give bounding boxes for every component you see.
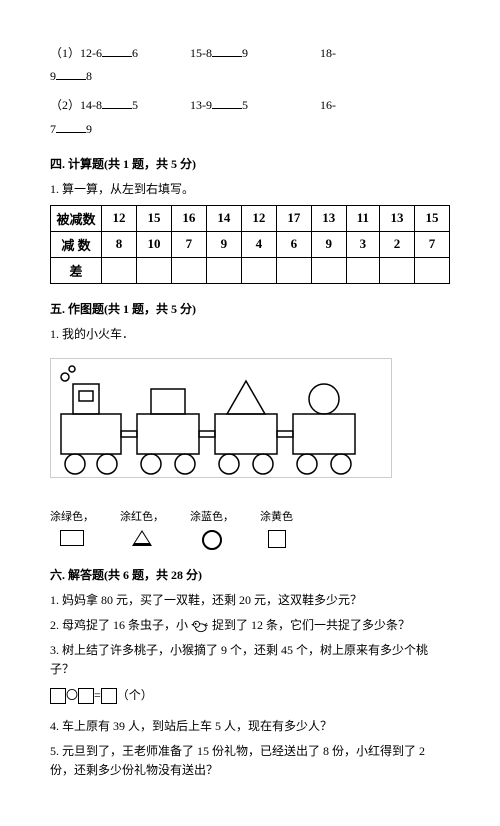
cell: 16 — [171, 205, 206, 231]
legend-label: 涂黄色 — [260, 508, 293, 524]
cell: 17 — [276, 205, 311, 231]
blank[interactable] — [212, 96, 242, 109]
fill-row-1: （1）12-6 6 15-8 9 18- — [50, 44, 450, 63]
q5: 5. 元旦到了，王老师准备了 15 份礼物，已经送出了 8 份，小红得到了 2 … — [50, 742, 450, 780]
blank[interactable] — [212, 44, 242, 57]
cell: 3 — [346, 231, 379, 257]
cell[interactable] — [276, 257, 311, 283]
p1c-post: 8 — [86, 69, 92, 83]
cell[interactable] — [136, 257, 171, 283]
cell: 9 — [206, 231, 241, 257]
q2: 2. 母鸡捉了 16 条虫子，小 捉到了 12 条，它们一共捉了多少条？ — [50, 616, 450, 635]
box-icon[interactable] — [101, 688, 117, 704]
calc-table: 被减数 12 15 16 14 12 17 13 11 13 15 减 数 8 … — [50, 205, 450, 284]
cell: 10 — [136, 231, 171, 257]
cell[interactable] — [206, 257, 241, 283]
cell[interactable] — [380, 257, 415, 283]
cell: 2 — [380, 231, 415, 257]
fill-row-2: （2）14-8 5 13-9 5 16- — [50, 96, 450, 115]
cell: 12 — [102, 205, 137, 231]
section4-item1: 1. 算一算，从左到右填写。 — [50, 180, 450, 197]
q1: 1. 妈妈拿 80 元，买了一双鞋，还剩 20 元，这双鞋多少元？ — [50, 591, 450, 610]
section6-header: 六. 解答题(共 6 题，共 28 分) — [50, 566, 450, 583]
box-icon[interactable] — [78, 688, 94, 704]
cell[interactable] — [171, 257, 206, 283]
p2b-post: 5 — [242, 98, 248, 112]
q2b: 捉到了 12 条，它们一共捉了多少条？ — [212, 618, 410, 632]
legend-label: 涂绿色， — [50, 508, 94, 524]
p1b-pre: 15-8 — [190, 46, 212, 60]
legend-green: 涂绿色， — [50, 508, 94, 546]
fill-row-2b: 79 — [50, 120, 450, 139]
q3: 3. 树上结了许多桃子，小猴摘了 9 个，还剩 45 个，树上原来有多少个桃子？ — [50, 641, 450, 679]
p1a-post: 6 — [132, 46, 138, 60]
shape-legend: 涂绿色， 涂红色， 涂蓝色， 涂黄色 — [50, 508, 450, 550]
section5-header: 五. 作图题(共 1 题，共 5 分) — [50, 300, 450, 317]
p2a-post: 5 — [132, 98, 138, 112]
table-row: 差 — [51, 257, 450, 283]
row-label: 差 — [51, 257, 102, 283]
fill-row-1b: 98 — [50, 67, 450, 86]
cell: 7 — [171, 231, 206, 257]
cell: 7 — [414, 231, 449, 257]
blank[interactable] — [102, 96, 132, 109]
circle-icon — [202, 530, 222, 550]
blank[interactable] — [56, 67, 86, 80]
cell: 8 — [102, 231, 137, 257]
eq: = — [94, 688, 101, 702]
cell: 15 — [136, 205, 171, 231]
legend-red: 涂红色， — [120, 508, 164, 546]
cell: 9 — [311, 231, 346, 257]
cell: 14 — [206, 205, 241, 231]
cell[interactable] — [346, 257, 379, 283]
q3-expr: 〇=（个） — [50, 686, 450, 705]
q4: 4. 车上原有 39 人，到站后上车 5 人，现在有多少人？ — [50, 717, 450, 736]
cell[interactable] — [414, 257, 449, 283]
box-icon[interactable] — [50, 688, 66, 704]
p1c-pre: 18- — [320, 46, 336, 60]
rectangle-icon — [60, 530, 84, 546]
table-row: 减 数 8 10 7 9 4 6 9 3 2 7 — [51, 231, 450, 257]
cell[interactable] — [241, 257, 276, 283]
triangle-icon — [132, 530, 152, 546]
p2c-post: 9 — [86, 122, 92, 136]
q2a: 2. 母鸡捉了 16 条虫子，小 — [50, 618, 188, 632]
square-icon — [268, 530, 286, 548]
legend-blue: 涂蓝色， — [190, 508, 234, 550]
section5-item1: 1. 我的小火车． — [50, 325, 450, 342]
cell: 11 — [346, 205, 379, 231]
cell: 6 — [276, 231, 311, 257]
legend-label: 涂红色， — [120, 508, 164, 524]
blank[interactable] — [102, 44, 132, 57]
cell: 13 — [380, 205, 415, 231]
legend-yellow: 涂黄色 — [260, 508, 293, 548]
cell[interactable] — [102, 257, 137, 283]
section4-header: 四. 计算题(共 1 题，共 5 分) — [50, 155, 450, 172]
p1b-post: 9 — [242, 46, 248, 60]
row-label: 减 数 — [51, 231, 102, 257]
p2a-pre: （2）14-8 — [50, 98, 102, 112]
p1a-pre: （1）12-6 — [50, 46, 102, 60]
row-label: 被减数 — [51, 205, 102, 231]
cell: 12 — [241, 205, 276, 231]
cell: 15 — [414, 205, 449, 231]
table-row: 被减数 12 15 16 14 12 17 13 11 13 15 — [51, 205, 450, 231]
legend-label: 涂蓝色， — [190, 508, 234, 524]
p2c-pre: 16- — [320, 98, 336, 112]
unit: （个） — [117, 688, 153, 702]
cell: 4 — [241, 231, 276, 257]
cell[interactable] — [311, 257, 346, 283]
blank[interactable] — [56, 120, 86, 133]
p2b-pre: 13-9 — [190, 98, 212, 112]
chick-icon — [191, 619, 209, 633]
cell: 13 — [311, 205, 346, 231]
train-icon — [50, 358, 392, 478]
